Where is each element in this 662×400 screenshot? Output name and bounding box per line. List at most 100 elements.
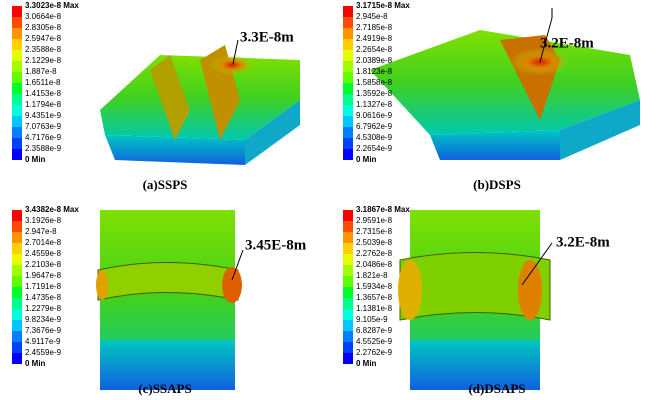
legend-swatch: [343, 254, 353, 265]
legend-swatch: [343, 105, 353, 116]
legend-swatch: [343, 298, 353, 309]
legend-swatch: [343, 138, 353, 149]
legend-label: 2.3588e-8: [25, 45, 62, 54]
legend-swatch: [343, 221, 353, 232]
legend-label: 2.0486e-8: [356, 260, 393, 269]
legend-swatch: [12, 309, 22, 320]
legend-swatch: [343, 342, 353, 353]
legend-label: 1.4735e-8: [25, 293, 62, 302]
legend-swatch: [12, 94, 22, 105]
legend-label: 2.2654e-9: [356, 144, 393, 153]
legend-swatch: [12, 39, 22, 50]
legend-label: 9.8234e-9: [25, 315, 62, 324]
legend-label: 1.4153e-8: [25, 89, 62, 98]
legend-label: 2.5039e-8: [356, 238, 393, 247]
legend-label: 7.3676e-9: [25, 326, 62, 335]
legend-label: 1.7191e-8: [25, 282, 62, 291]
legend-swatch: [12, 353, 22, 364]
legend-swatch: [343, 232, 353, 243]
legend-label: 2.2103e-8: [25, 260, 62, 269]
legend-label: 3.1926e-8: [25, 216, 62, 225]
caption: (c)SSAPS: [138, 381, 191, 396]
legend-swatch: [343, 276, 353, 287]
legend-label: 1.3657e-8: [356, 293, 393, 302]
legend-label: 7.0763e-9: [25, 122, 62, 131]
legend-swatch: [12, 61, 22, 72]
legend-swatch: [12, 28, 22, 39]
legend-swatch: [12, 232, 22, 243]
legend-label: 2.947e-8: [25, 227, 57, 236]
legend-label: 6.7962e-9: [356, 122, 393, 131]
legend-label: 2.2762e-8: [356, 249, 393, 258]
legend-label: 0 Min: [356, 155, 377, 164]
legend-label: 0 Min: [25, 155, 46, 164]
legend-swatch: [343, 50, 353, 61]
legend-label: 9.105e-9: [356, 315, 388, 324]
legend-label: 2.7185e-8: [356, 23, 393, 32]
legend-label: 1.887e-8: [25, 67, 57, 76]
legend-label: 6.8287e-9: [356, 326, 393, 335]
legend-label: 1.2279e-8: [25, 304, 62, 313]
legend-label: 2.7014e-8: [25, 238, 62, 247]
caption: (d)DSAPS: [468, 381, 525, 396]
legend-label: 9.4351e-9: [25, 111, 62, 120]
legend-label: 2.9591e-8: [356, 216, 393, 225]
caption: (a)SSPS: [143, 177, 188, 192]
legend-swatch: [12, 342, 22, 353]
legend-swatch: [12, 221, 22, 232]
legend-swatch: [12, 6, 22, 17]
legend-label: 2.8305e-8: [25, 23, 62, 32]
legend-label: 1.8123e-8: [356, 67, 393, 76]
legend-swatch: [343, 287, 353, 298]
legend-swatch: [343, 331, 353, 342]
legend-label: 4.5308e-9: [356, 133, 393, 142]
legend-swatch: [12, 243, 22, 254]
legend-swatch: [12, 210, 22, 221]
legend-swatch: [343, 28, 353, 39]
legend-label: 3.3023e-8 Max: [25, 1, 79, 10]
legend-label: 2.945e-8: [356, 12, 388, 21]
legend-label: 1.1794e-8: [25, 100, 62, 109]
annotation: 3.2E-8m: [556, 234, 610, 250]
legend-swatch: [343, 17, 353, 28]
legend-swatch: [12, 331, 22, 342]
legend-label: 2.3588e-9: [25, 144, 62, 153]
legend-swatch: [12, 17, 22, 28]
annotation: 3.45E-8m: [245, 237, 307, 253]
legend-label: 4.9117e-9: [25, 337, 61, 346]
model-b: [370, 8, 640, 160]
model-a: [100, 40, 300, 165]
figure: 3.3023e-8 Max 3.0664e-8 2.8305e-8 2.5947e-8…: [0, 0, 662, 400]
legend-swatch: [343, 72, 353, 83]
legend-label: 3.4382e-8 Max: [25, 205, 79, 214]
legend-label: 2.5947e-8: [25, 34, 62, 43]
legend-swatch: [12, 149, 22, 160]
legend-label: 9.0616e-9: [356, 111, 393, 120]
legend-swatch: [343, 353, 353, 364]
legend-swatch: [12, 287, 22, 298]
legend-label: 2.1229e-8: [25, 56, 62, 65]
legend-swatch: [12, 254, 22, 265]
annotation: 3.2E-8m: [540, 35, 594, 51]
model-d: [398, 210, 552, 390]
model-c: [96, 210, 243, 390]
legend-swatch: [343, 61, 353, 72]
legend-label: 2.7315e-8: [356, 227, 393, 236]
legend-swatch: [343, 39, 353, 50]
legend-label: 1.821e-8: [356, 271, 388, 280]
legend-label: 2.2762e-9: [356, 348, 393, 357]
caption: (b)DSPS: [473, 177, 521, 192]
legend-label: 2.2654e-8: [356, 45, 393, 54]
legend-label: 0 Min: [25, 359, 46, 368]
legend-swatch: [343, 265, 353, 276]
legend-label: 3.1715e-8 Max: [356, 1, 410, 10]
legend-label: 1.9647e-8: [25, 271, 62, 280]
legend-swatch: [343, 320, 353, 331]
legend-label: 1.1327e-8: [356, 100, 393, 109]
legend-label: 4.7176e-9: [25, 133, 62, 142]
legend-swatch: [343, 309, 353, 320]
legend-swatch: [343, 210, 353, 221]
legend-label: 3.0664e-8: [25, 12, 62, 21]
legend-swatch: [343, 83, 353, 94]
legend-label: 4.5525e-9: [356, 337, 393, 346]
